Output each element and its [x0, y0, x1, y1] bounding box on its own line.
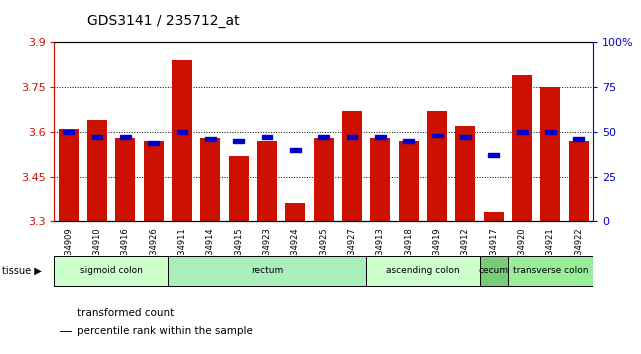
Bar — [172, 61, 192, 221]
Bar — [512, 75, 532, 221]
Bar — [479, 256, 508, 286]
Bar — [540, 87, 560, 221]
Bar — [144, 141, 163, 221]
Bar — [427, 111, 447, 221]
Bar — [573, 137, 584, 141]
Bar — [431, 133, 442, 137]
Bar — [60, 331, 72, 332]
Text: cecum: cecum — [479, 266, 509, 275]
Bar — [148, 141, 159, 144]
Text: percentile rank within the sample: percentile rank within the sample — [77, 326, 253, 336]
Bar — [168, 256, 366, 286]
Bar — [63, 130, 74, 134]
Bar — [60, 313, 72, 314]
Bar — [456, 126, 476, 221]
Bar — [488, 153, 499, 157]
Bar — [115, 138, 135, 221]
Bar — [318, 135, 329, 139]
Bar — [285, 204, 305, 221]
Bar — [342, 111, 362, 221]
Bar — [569, 141, 588, 221]
Bar — [92, 135, 103, 139]
Bar — [176, 130, 187, 134]
Bar — [545, 130, 556, 134]
Bar — [54, 256, 168, 286]
Bar — [59, 129, 79, 221]
Bar — [484, 212, 504, 221]
Bar — [508, 256, 593, 286]
Bar — [229, 156, 249, 221]
Text: sigmoid colon: sigmoid colon — [79, 266, 142, 275]
Text: rectum: rectum — [251, 266, 283, 275]
Bar — [201, 138, 221, 221]
Bar — [87, 120, 107, 221]
Bar — [370, 138, 390, 221]
Bar — [403, 139, 414, 143]
Bar — [262, 135, 272, 139]
Bar — [347, 135, 358, 139]
Text: GDS3141 / 235712_at: GDS3141 / 235712_at — [87, 14, 239, 28]
Bar — [517, 130, 528, 134]
Bar — [375, 135, 386, 139]
Bar — [399, 141, 419, 221]
Text: ascending colon: ascending colon — [386, 266, 460, 275]
Bar — [290, 148, 301, 152]
Bar — [233, 139, 244, 143]
Text: transformed count: transformed count — [77, 308, 174, 318]
Bar — [314, 138, 333, 221]
Bar — [460, 135, 471, 139]
Bar — [205, 137, 216, 141]
Bar — [120, 135, 131, 139]
Bar — [366, 256, 479, 286]
Text: tissue ▶: tissue ▶ — [2, 266, 42, 276]
Bar — [257, 141, 277, 221]
Text: transverse colon: transverse colon — [513, 266, 588, 275]
